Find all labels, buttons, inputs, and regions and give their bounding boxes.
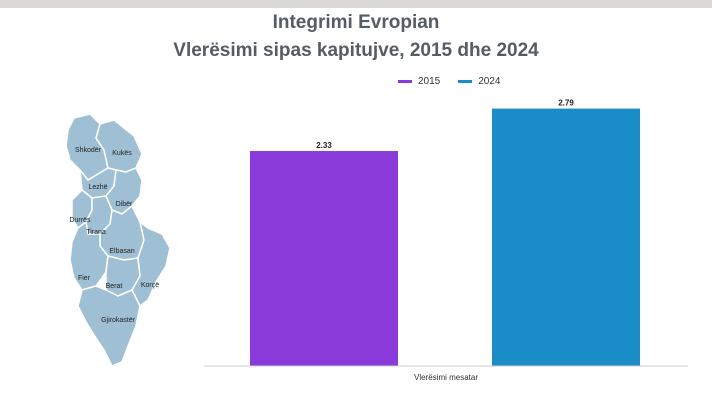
map-label-lezhe: Lezhë (88, 184, 107, 191)
x-category-label: Vlerësimi mesatar (414, 373, 478, 382)
map-label-korce: Korçë (141, 282, 159, 289)
data-label-2015: 2.33 (316, 141, 332, 150)
map-label-durres: Durrës (69, 217, 91, 224)
region-korce (131, 221, 171, 307)
legend-label-2024: 2024 (478, 76, 501, 87)
map-label-fier: Fier (78, 275, 91, 282)
albania-map: Shkodër Kukës Lezhë Dibër Durrës Tirana … (52, 110, 182, 377)
data-label-2024: 2.79 (558, 99, 574, 108)
bar-2015[interactable] (250, 151, 398, 366)
map-label-diber: Dibër (116, 201, 133, 208)
legend: 2015 2024 (398, 76, 501, 87)
chart-title: Integrimi Evropian (272, 12, 440, 33)
map-label-berat: Berat (106, 283, 123, 290)
map-label-elbasan: Elbasan (109, 248, 134, 255)
bar-2024[interactable] (492, 108, 640, 366)
legend-swatch-2024 (458, 80, 473, 83)
region-gjirokaster (77, 285, 141, 367)
top-strip (0, 0, 712, 8)
map-label-kukes: Kukës (112, 150, 132, 157)
map-label-gjirokaster: Gjirokastër (101, 317, 136, 324)
chart-subtitle: Vlerësimi sipas kapitujve, 2015 dhe 2024 (173, 40, 539, 61)
map-label-shkoder: Shkodër (75, 147, 102, 154)
legend-label-2015: 2015 (418, 76, 441, 87)
legend-item-2024[interactable]: 2024 (458, 76, 501, 87)
legend-item-2015[interactable]: 2015 (398, 76, 440, 87)
map-label-tirana: Tirana (86, 229, 106, 236)
legend-swatch-2015 (398, 80, 412, 83)
